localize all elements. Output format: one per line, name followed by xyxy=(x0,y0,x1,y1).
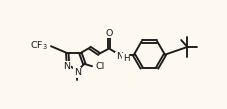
Text: H: H xyxy=(122,54,129,63)
Text: N: N xyxy=(115,52,122,61)
Text: Cl: Cl xyxy=(96,62,105,71)
Text: O: O xyxy=(105,29,112,38)
Text: N: N xyxy=(63,62,70,71)
Text: CF$_3$: CF$_3$ xyxy=(30,39,48,52)
Text: N: N xyxy=(74,68,80,77)
